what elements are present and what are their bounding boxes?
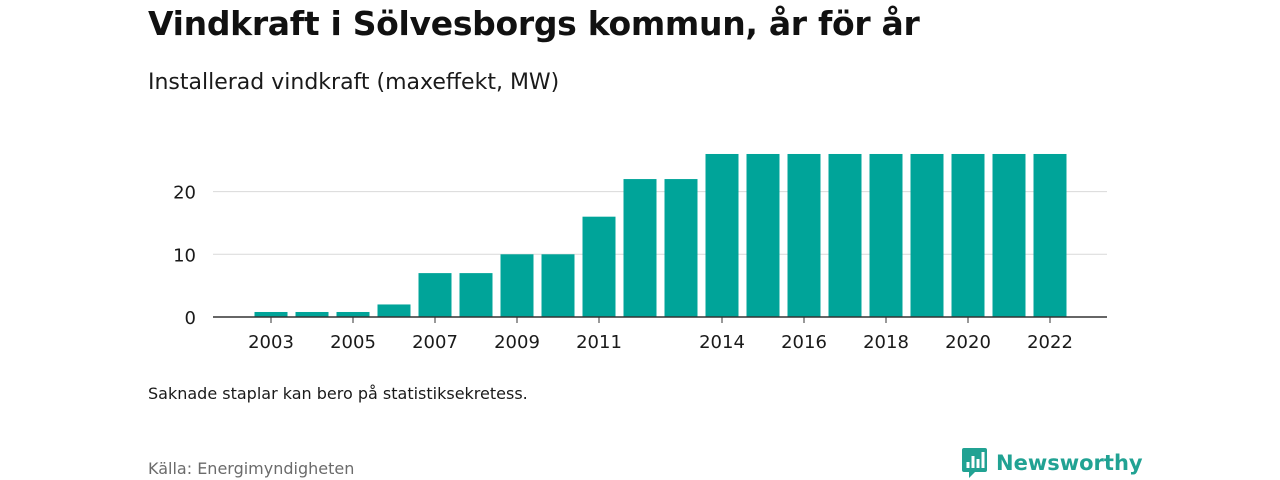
- bar-2022: [1033, 153, 1067, 317]
- bar-2011: [582, 216, 616, 317]
- y-tick-label: 10: [173, 245, 196, 266]
- brand-logo: Newsworthy: [961, 446, 1143, 480]
- bar-2005: [336, 311, 370, 317]
- bar-2018: [869, 153, 903, 317]
- bar-2017: [828, 153, 862, 317]
- x-tick-label: 2016: [781, 332, 827, 353]
- x-tick-label: 2003: [248, 332, 294, 353]
- bar-2014: [705, 153, 739, 317]
- bar-2016: [787, 153, 821, 317]
- bar-2003: [254, 311, 288, 317]
- x-tick-label: 2014: [699, 332, 745, 353]
- bar-2004: [295, 311, 329, 317]
- x-tick-label: 2020: [945, 332, 991, 353]
- x-tick-label: 2018: [863, 332, 909, 353]
- bar-2012: [623, 179, 657, 317]
- bar-2020: [951, 153, 985, 317]
- x-tick-label: 2005: [330, 332, 376, 353]
- chart-title: Vindkraft i Sölvesborgs kommun, år för å…: [148, 4, 920, 43]
- x-tick-label: 2007: [412, 332, 458, 353]
- bar-2007: [418, 273, 452, 317]
- x-tick-label: 2009: [494, 332, 540, 353]
- x-tick-label: 2022: [1027, 332, 1073, 353]
- bar-2019: [910, 153, 944, 317]
- newsworthy-logo-icon: [962, 448, 987, 478]
- y-tick-label: 20: [173, 183, 196, 204]
- brand-name: Newsworthy: [996, 451, 1143, 475]
- chart-subtitle: Installerad vindkraft (maxeffekt, MW): [148, 70, 560, 95]
- x-tick-label: 2011: [576, 332, 622, 353]
- bar-2010: [541, 254, 575, 317]
- y-tick-label: 0: [185, 308, 196, 329]
- bar-2015: [746, 153, 780, 317]
- source-text: Källa: Energimyndigheten: [148, 459, 355, 478]
- bar-2008: [459, 273, 493, 317]
- bar-2021: [992, 153, 1026, 317]
- bar-2009: [500, 254, 534, 317]
- chart-note: Saknade staplar kan bero på statistiksek…: [148, 384, 528, 403]
- bar-2006: [377, 304, 411, 317]
- bar-2013: [664, 179, 698, 317]
